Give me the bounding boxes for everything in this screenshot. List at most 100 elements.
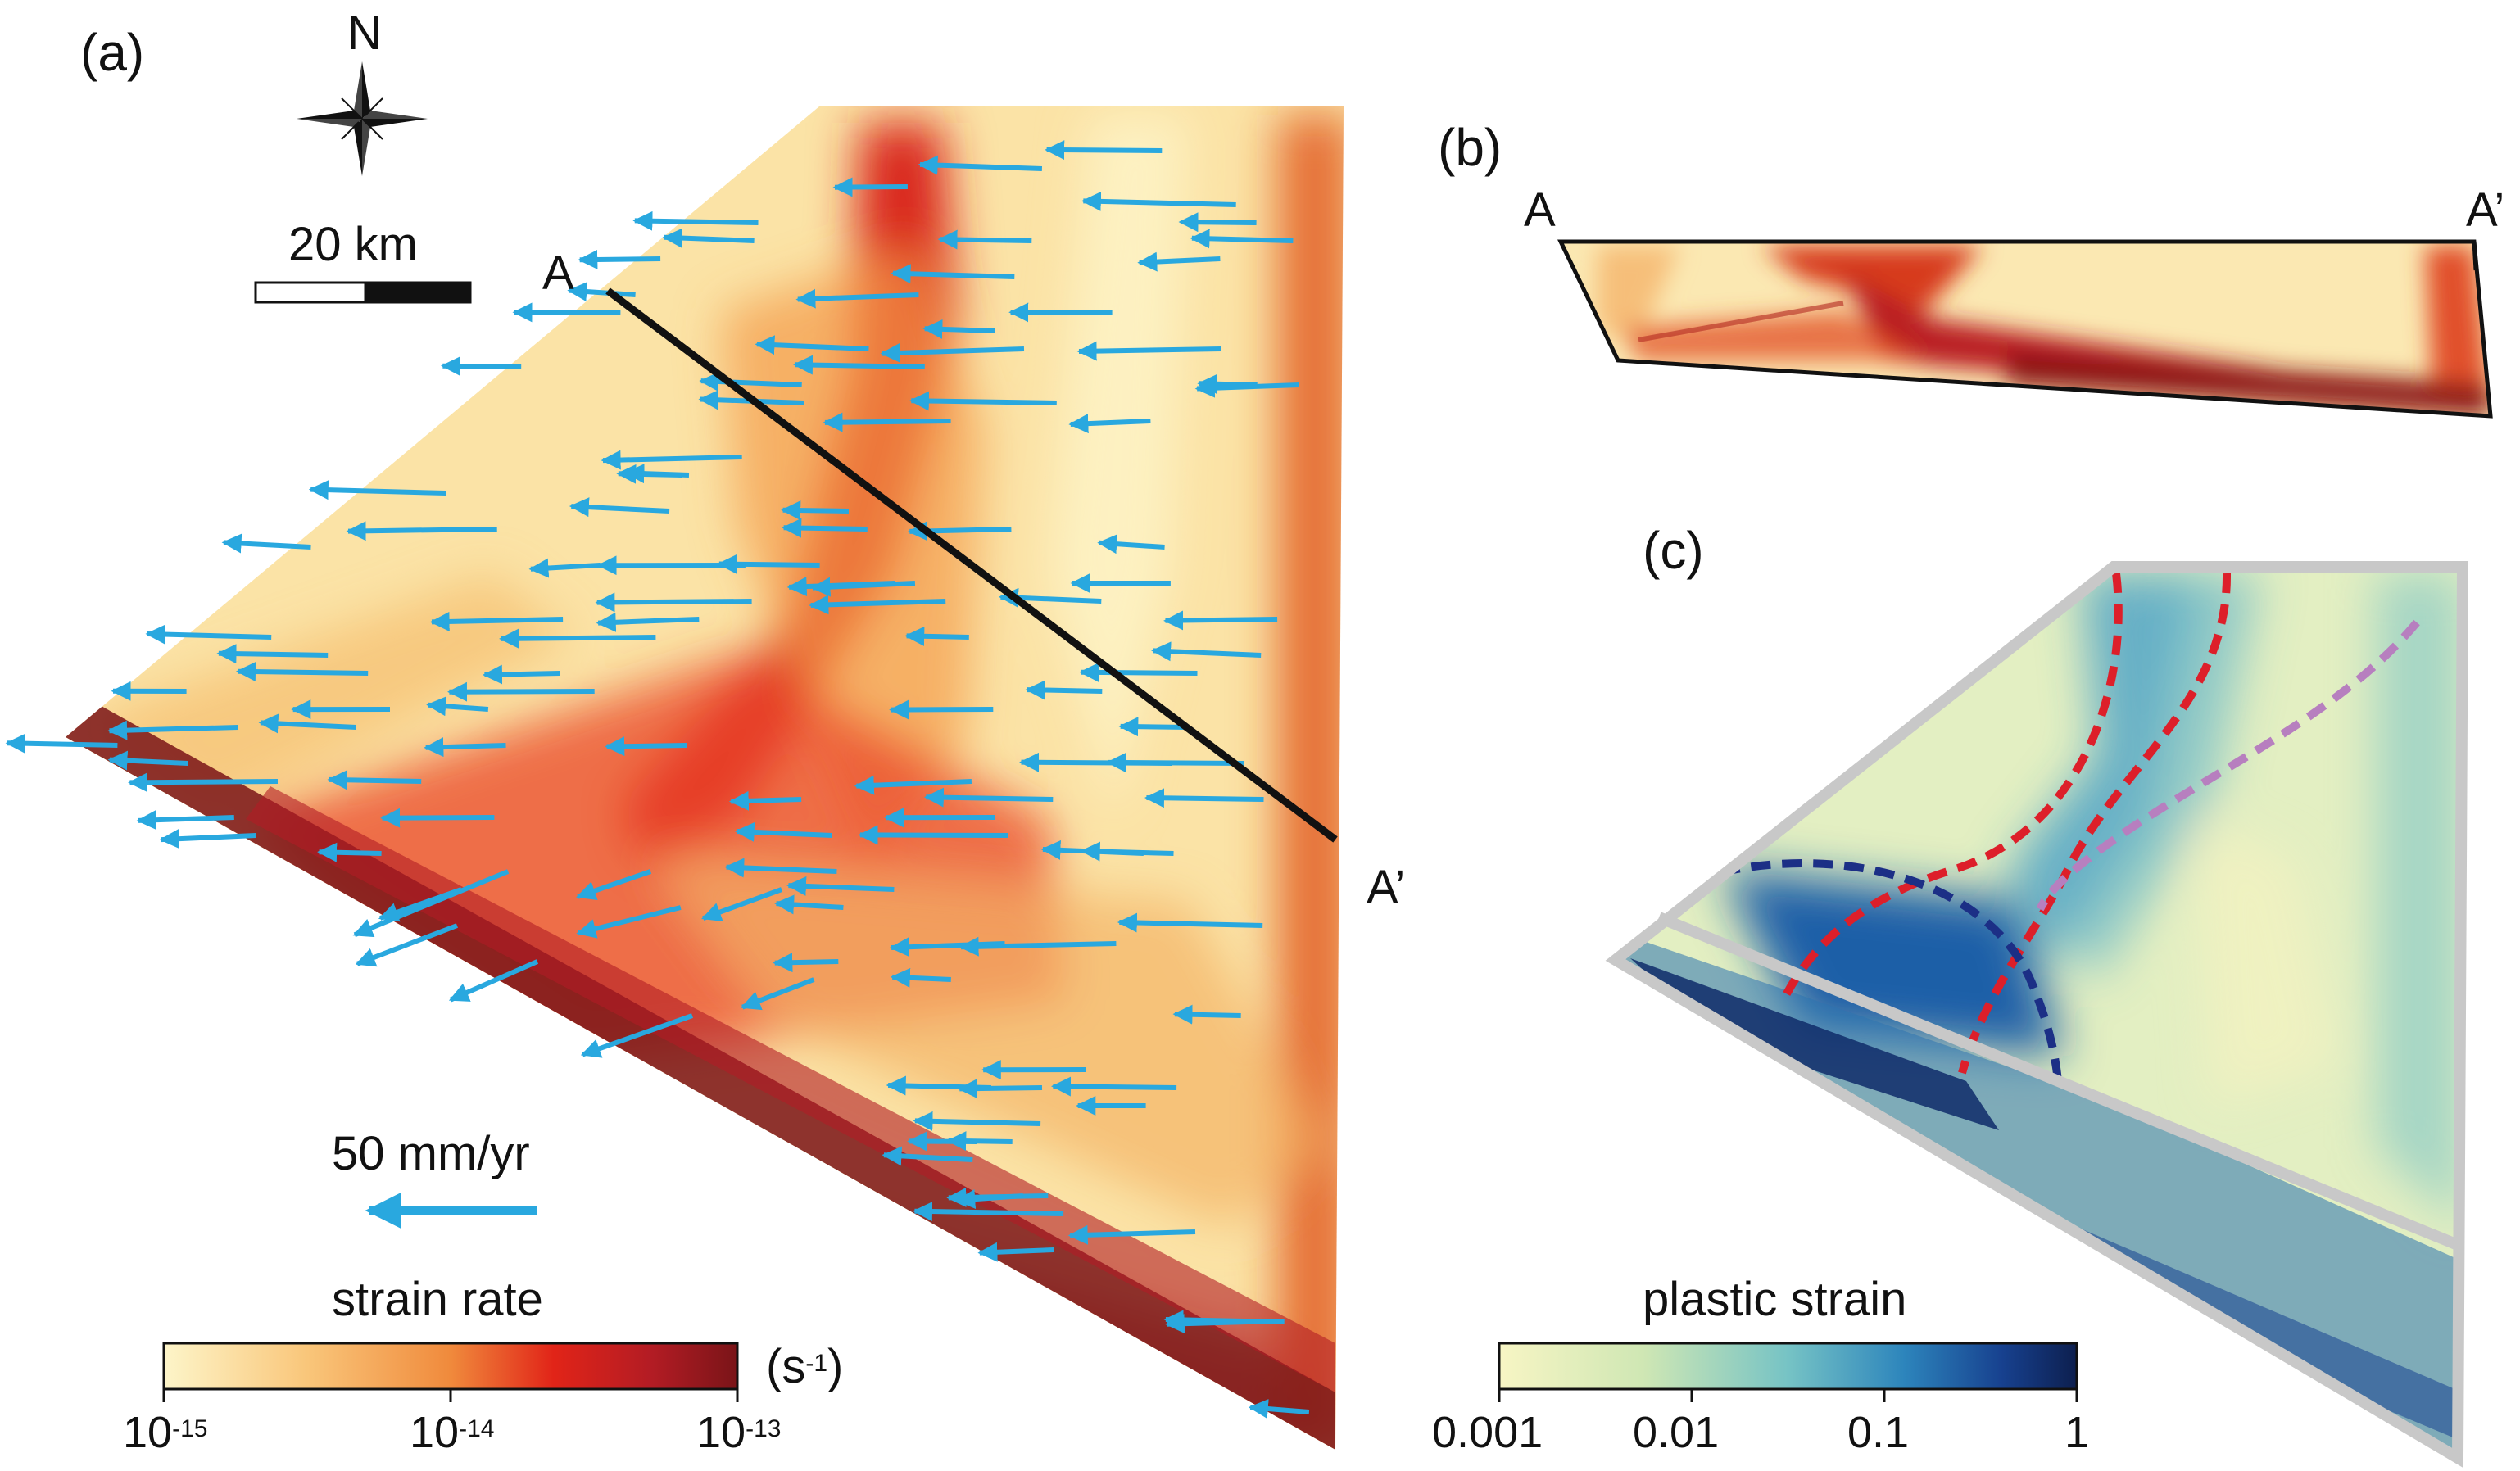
scale-bar <box>254 281 472 304</box>
velocity-vector <box>378 887 463 922</box>
velocity-vector <box>528 558 601 578</box>
velocity-vector <box>1137 251 1221 272</box>
velocity-vector <box>216 644 329 664</box>
velocity-vector <box>1163 610 1278 631</box>
velocity-vector <box>774 894 844 915</box>
velocity-vector <box>1008 302 1113 323</box>
velocity-vector <box>1025 680 1103 700</box>
velocity-vector <box>601 450 742 470</box>
velocity-vector <box>605 736 687 757</box>
velocity-vector <box>913 1111 1041 1131</box>
profile-end-label-a: A’ <box>1367 861 1406 914</box>
velocity-vector <box>448 959 539 1003</box>
velocity-vector <box>937 229 1032 250</box>
velocity-vector <box>882 1146 973 1166</box>
strain-rate-tick-1: 10-15 <box>123 1408 208 1457</box>
velocity-vector <box>327 770 422 790</box>
panel-label-a: (a) <box>80 23 145 82</box>
velocity-vector <box>308 480 446 500</box>
strain-rate-map <box>66 106 1344 1450</box>
velocity-vector <box>832 177 908 197</box>
velocity-vector <box>567 282 636 302</box>
velocity-vector <box>1194 378 1299 398</box>
velocity-vector <box>755 335 869 355</box>
velocity-vector <box>632 210 759 231</box>
velocity-vector <box>221 533 311 554</box>
velocity-vector <box>352 869 510 938</box>
velocity-vector <box>569 497 670 518</box>
velocity-vector <box>782 518 868 538</box>
profile-start-label-b: A <box>1524 183 1556 237</box>
velocity-vector <box>890 967 951 988</box>
velocity-vector <box>5 733 118 754</box>
velocity-vector <box>1164 1314 1249 1334</box>
velocity-vector <box>1068 414 1151 434</box>
velocity-vector <box>447 681 595 702</box>
velocity-vector <box>773 953 839 973</box>
panel-label-b: (b) <box>1438 118 1502 177</box>
velocity-vector <box>1144 788 1264 808</box>
profile-end-label-b: A’ <box>2466 183 2505 237</box>
velocity-vector <box>734 821 832 842</box>
velocity-vector <box>1248 1399 1310 1419</box>
velocity-vector <box>809 595 946 615</box>
velocity-vector <box>576 869 652 901</box>
velocity-vector <box>909 391 1057 411</box>
velocity-vector <box>977 1242 1054 1262</box>
plastic-strain-colorbar-title: plastic strain <box>1643 1273 1907 1326</box>
velocity-vector <box>904 626 969 646</box>
velocity-vector <box>616 464 682 484</box>
velocity-vector <box>955 1189 1023 1210</box>
velocity-vector <box>1118 717 1189 737</box>
velocity-vector <box>724 858 837 878</box>
velocity-vector <box>107 750 188 771</box>
velocity-vectors <box>5 140 1310 1419</box>
velocity-vector <box>728 790 802 811</box>
velocity-vector <box>1079 662 1198 682</box>
velocity-vector <box>946 1131 1013 1152</box>
velocity-vector <box>1081 191 1236 211</box>
velocity-vector <box>380 808 495 828</box>
strain-rate-tick-3: 10-13 <box>696 1408 782 1457</box>
north-arrow-icon <box>297 61 428 176</box>
velocity-vector <box>957 1079 1043 1099</box>
velocity-vector <box>781 500 850 521</box>
velocity-vector <box>740 977 815 1011</box>
velocity-vector <box>1178 212 1257 233</box>
velocity-vector <box>889 937 1005 957</box>
velocity-vector <box>578 249 661 269</box>
velocity-vector <box>786 876 895 896</box>
velocity-vector <box>1151 641 1262 662</box>
velocity-vector <box>576 905 682 939</box>
velocity-vector <box>662 228 755 248</box>
velocity-vector <box>429 611 564 631</box>
plastic-strain-tick-2: 0.01 <box>1633 1408 1720 1457</box>
velocity-vector <box>1172 1004 1241 1025</box>
velocity-vector <box>701 887 783 922</box>
plastic-strain-map <box>1605 561 2469 1469</box>
cross-section-a-a-prime <box>1557 239 2493 419</box>
velocity-vector <box>1097 534 1165 554</box>
velocity-vector <box>441 355 522 376</box>
velocity-vector <box>596 612 700 632</box>
velocity-vector <box>580 1013 694 1058</box>
velocity-vector <box>1067 1224 1196 1245</box>
velocity-vector <box>424 737 506 758</box>
velocity-vector <box>1076 341 1221 361</box>
velocity-vector <box>918 155 1043 175</box>
plastic-strain-tick-4: 1 <box>2064 1408 2090 1457</box>
velocity-vector <box>913 1202 1064 1222</box>
velocity-vector <box>355 923 458 967</box>
velocity-vector <box>810 577 916 597</box>
velocity-vector <box>880 342 1025 363</box>
velocity-vector <box>595 592 752 613</box>
velocity-vector <box>317 842 382 862</box>
velocity-vector <box>136 810 234 831</box>
velocity-vector <box>891 264 1015 284</box>
velocity-vector <box>699 371 802 392</box>
velocity-vector <box>499 628 656 649</box>
strain-rate-colorbar <box>162 1342 739 1402</box>
velocity-vector <box>795 288 919 309</box>
velocity-vector <box>823 412 951 432</box>
plastic-strain-tick-3: 0.1 <box>1847 1408 1910 1457</box>
